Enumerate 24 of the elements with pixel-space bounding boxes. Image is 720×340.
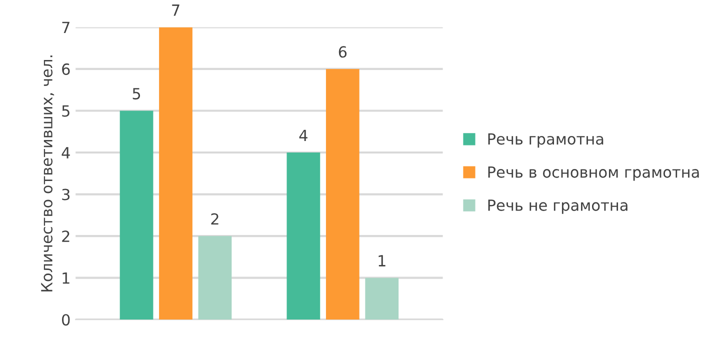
bar	[365, 278, 399, 320]
bar	[286, 152, 320, 320]
y-tick-label: 1	[62, 272, 70, 284]
bar	[159, 27, 192, 320]
y-tick-label: 3	[62, 188, 70, 200]
y-tick-label: 6	[62, 63, 70, 75]
legend-label: Речь в основном грамотна	[488, 166, 699, 181]
y-axis-title: Количество ответивших, чел.	[41, 56, 54, 292]
data-label: 2	[211, 213, 218, 225]
legend-label: Речь не грамотна	[488, 200, 628, 214]
data-label: 1	[378, 255, 386, 266]
bar	[198, 236, 232, 320]
legend-label: Речь грамотна	[488, 133, 604, 148]
y-tick-label: 0	[62, 314, 70, 326]
y-tick-label: 5	[62, 105, 70, 117]
y-tick-label: 7	[62, 22, 70, 34]
y-tick-label: 4	[62, 147, 70, 158]
data-label: 7	[172, 4, 180, 16]
data-label: 5	[132, 88, 140, 100]
bar	[326, 68, 360, 320]
y-tick-label: 2	[62, 230, 70, 242]
bar	[120, 110, 154, 320]
data-label: 4	[299, 130, 308, 142]
data-label: 6	[338, 46, 347, 58]
